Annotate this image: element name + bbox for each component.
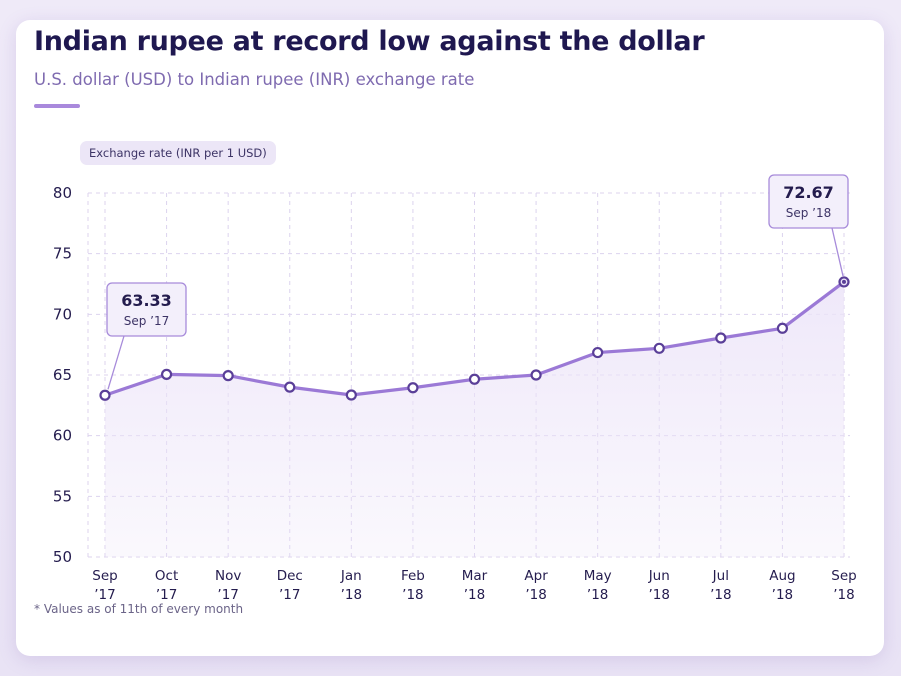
x-tick-month: Jun xyxy=(648,568,670,584)
y-tick-label-80: 80 xyxy=(53,184,72,202)
x-tick-year: ’18 xyxy=(402,587,423,603)
x-tick-label-7: Apr ’18 xyxy=(524,568,548,603)
data-point-10 xyxy=(715,332,727,344)
x-tick-label-2: Nov ’17 xyxy=(215,568,241,603)
x-tick-month: Oct xyxy=(155,568,178,584)
data-point-1 xyxy=(160,368,173,380)
x-tick-year: ’18 xyxy=(587,587,608,603)
callout-0: 63.33 Sep ’17 xyxy=(106,282,187,390)
x-tick-label-0: Sep ’17 xyxy=(92,568,117,603)
y-tick-label-50: 50 xyxy=(53,548,72,566)
callout-value: 72.67 xyxy=(783,183,834,202)
y-axis-ticks: 50 55 60 65 70 75 80 xyxy=(53,184,72,566)
callout-12: 72.67 Sep ’18 xyxy=(768,174,849,277)
x-tick-label-12: Sep ’18 xyxy=(831,568,856,603)
x-tick-month: Mar xyxy=(462,568,488,584)
x-tick-year: ’17 xyxy=(279,587,300,603)
x-tick-month: Nov xyxy=(215,568,241,584)
data-point-core-12 xyxy=(842,279,846,284)
x-tick-label-3: Dec ’17 xyxy=(277,568,303,603)
y-tick-label-55: 55 xyxy=(53,487,72,505)
data-point-4 xyxy=(345,389,357,401)
x-tick-month: Jan xyxy=(340,568,362,584)
data-point-5 xyxy=(407,382,419,394)
x-tick-month: Jul xyxy=(712,568,729,584)
y-tick-label-70: 70 xyxy=(53,305,72,323)
x-tick-label-1: Oct ’17 xyxy=(155,568,178,603)
data-point-3 xyxy=(284,381,296,393)
x-tick-month: Feb xyxy=(401,568,425,584)
x-axis-ticks: Sep ’17 Oct ’17 Nov ’17 Dec ’17 Jan ’18 Feb ’18 Mar ’… xyxy=(92,568,856,603)
callouts: 63.33 Sep ’17 72.67 Sep ’18 xyxy=(106,174,849,390)
y-axis-label: Exchange rate (INR per 1 USD) xyxy=(80,141,276,165)
x-tick-label-5: Feb ’18 xyxy=(401,568,425,603)
data-point-7 xyxy=(530,369,542,381)
y-tick-label-65: 65 xyxy=(53,366,72,384)
callout-box xyxy=(106,282,187,337)
footnote: * Values as of 11th of every month xyxy=(34,602,244,616)
x-tick-label-11: Aug ’18 xyxy=(769,568,795,603)
y-tick-label-75: 75 xyxy=(53,245,72,263)
data-point-0 xyxy=(99,389,111,401)
callout-value: 63.33 xyxy=(121,291,172,310)
x-tick-year: ’18 xyxy=(464,587,485,603)
data-point-11 xyxy=(776,322,789,334)
data-point-2 xyxy=(222,370,234,382)
data-point-8 xyxy=(592,346,604,359)
x-tick-month: May xyxy=(584,568,612,584)
callout-pointer xyxy=(107,335,125,390)
x-tick-year: ’18 xyxy=(341,587,362,603)
x-tick-month: Dec xyxy=(277,568,303,584)
x-tick-label-10: Jul ’18 xyxy=(710,568,731,603)
x-tick-month: Sep xyxy=(831,568,856,584)
x-tick-year: ’18 xyxy=(710,587,731,603)
x-tick-year: ’18 xyxy=(649,587,670,603)
x-tick-year: ’18 xyxy=(833,587,854,603)
x-tick-year: ’18 xyxy=(772,587,793,603)
x-tick-year: ’17 xyxy=(156,587,177,603)
x-tick-month: Aug xyxy=(769,568,795,584)
chart-subtitle: U.S. dollar (USD) to Indian rupee (INR) … xyxy=(34,70,475,89)
callout-date: Sep ’17 xyxy=(124,314,170,328)
data-point-9 xyxy=(653,342,665,354)
x-tick-label-8: May ’18 xyxy=(584,568,612,603)
x-tick-month: Sep xyxy=(92,568,117,584)
data-point-6 xyxy=(468,373,481,385)
title-accent-bar xyxy=(34,104,80,108)
data-points xyxy=(99,276,850,401)
x-tick-label-6: Mar ’18 xyxy=(462,568,488,603)
x-tick-label-4: Jan ’18 xyxy=(340,568,362,603)
x-tick-year: ’17 xyxy=(94,587,115,603)
x-tick-month: Apr xyxy=(524,568,548,584)
x-tick-year: ’18 xyxy=(525,587,546,603)
y-tick-label-60: 60 xyxy=(53,427,72,445)
x-tick-year: ’17 xyxy=(217,587,238,603)
callout-pointer xyxy=(831,227,844,277)
x-tick-label-9: Jun ’18 xyxy=(648,568,670,603)
callout-box xyxy=(768,174,849,229)
callout-date: Sep ’18 xyxy=(786,206,832,220)
chart-title: Indian rupee at record low against the d… xyxy=(34,26,705,57)
